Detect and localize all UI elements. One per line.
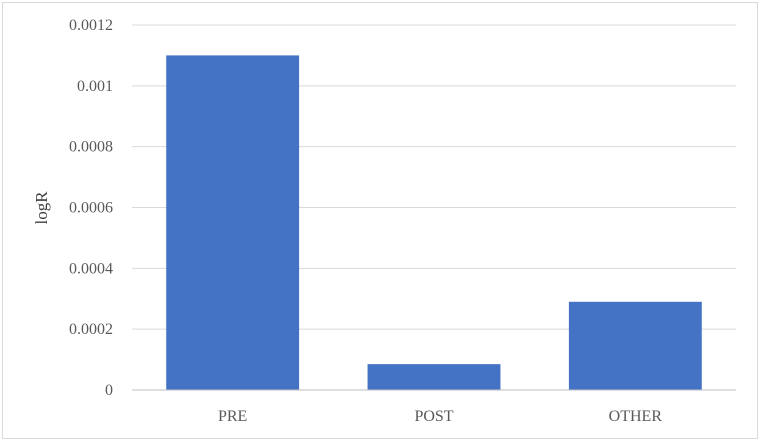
- y-tick-label: 0.0004: [69, 260, 113, 277]
- bar-post: [367, 364, 501, 390]
- bars: [166, 55, 702, 391]
- y-tick-label: 0: [105, 382, 113, 399]
- y-tick-label: 0.0002: [69, 321, 113, 338]
- x-tick-label: POST: [414, 408, 453, 425]
- y-tick-label: 0.0006: [69, 200, 113, 217]
- x-tick-label: PRE: [218, 408, 247, 425]
- y-tick-label: 0.0008: [69, 139, 113, 156]
- y-tick-labels: 0 0.0002 0.0004 0.0006 0.0008 0.001 0.0012: [69, 17, 113, 399]
- y-axis-title: logR: [32, 191, 51, 225]
- x-tick-labels: PRE POST OTHER: [218, 408, 662, 425]
- bar-other: [568, 301, 702, 390]
- y-tick-label: 0.001: [77, 78, 113, 95]
- y-tick-label: 0.0012: [69, 17, 113, 34]
- x-tick-label: OTHER: [609, 408, 663, 425]
- bar-pre: [166, 55, 300, 391]
